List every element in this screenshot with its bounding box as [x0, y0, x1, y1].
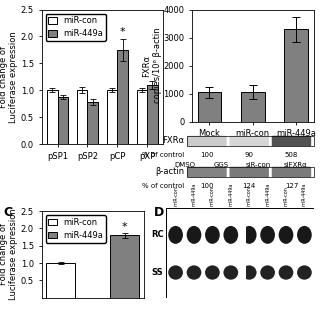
Text: miR-con: miR-con	[284, 186, 289, 206]
FancyBboxPatch shape	[229, 136, 269, 146]
Y-axis label: FXRα
copies/10⁶ β-actin: FXRα copies/10⁶ β-actin	[142, 28, 162, 103]
Text: miR-449a: miR-449a	[302, 183, 307, 206]
Text: β-actin: β-actin	[155, 167, 184, 176]
Ellipse shape	[260, 226, 275, 244]
Ellipse shape	[223, 265, 238, 280]
Text: D: D	[154, 206, 164, 220]
Text: 100: 100	[200, 183, 214, 189]
Bar	[107, 90, 117, 144]
Text: 127: 127	[285, 183, 298, 189]
Ellipse shape	[279, 226, 293, 244]
Text: miR-con: miR-con	[210, 186, 215, 206]
Y-axis label: Fold change of
Luciferase expression: Fold change of Luciferase expression	[0, 31, 18, 123]
Text: miR-449a: miR-449a	[265, 183, 270, 206]
Text: miR-449a: miR-449a	[191, 183, 196, 206]
Ellipse shape	[279, 265, 293, 280]
Text: % of control: % of control	[142, 152, 184, 158]
FancyBboxPatch shape	[187, 167, 227, 177]
Bar	[241, 92, 265, 122]
Bar	[110, 236, 139, 298]
Bar	[147, 85, 158, 144]
Bar	[46, 263, 75, 298]
Ellipse shape	[297, 265, 312, 280]
Text: % of control: % of control	[142, 183, 184, 189]
Text: FXRα: FXRα	[163, 136, 184, 145]
Bar	[137, 90, 147, 144]
FancyBboxPatch shape	[187, 136, 227, 146]
Bar	[77, 90, 87, 144]
Text: *: *	[122, 221, 128, 232]
Text: DMSO: DMSO	[174, 162, 195, 168]
Text: miR-con: miR-con	[247, 186, 252, 206]
Ellipse shape	[223, 226, 238, 244]
Text: SS: SS	[152, 268, 164, 277]
Ellipse shape	[187, 226, 201, 244]
Bar	[117, 50, 128, 144]
Ellipse shape	[205, 226, 220, 244]
Ellipse shape	[260, 265, 275, 280]
Text: siFXRα: siFXRα	[283, 162, 307, 168]
Text: siR-con: siR-con	[246, 162, 271, 168]
Text: GGS: GGS	[214, 162, 229, 168]
FancyBboxPatch shape	[229, 167, 269, 177]
Ellipse shape	[168, 265, 183, 280]
Text: 90: 90	[245, 152, 254, 158]
Text: *: *	[120, 27, 125, 37]
Legend: miR-con, miR-449a: miR-con, miR-449a	[46, 215, 106, 243]
Bar	[197, 92, 221, 122]
FancyBboxPatch shape	[272, 136, 311, 146]
Text: 508: 508	[285, 152, 298, 158]
Ellipse shape	[205, 265, 220, 280]
Text: miR-449a: miR-449a	[228, 183, 233, 206]
Ellipse shape	[297, 226, 312, 244]
Legend: miR-con, miR-449a: miR-con, miR-449a	[46, 14, 106, 41]
Bar	[187, 167, 314, 177]
Bar	[58, 97, 68, 144]
Ellipse shape	[168, 226, 183, 244]
Text: RC: RC	[151, 230, 164, 239]
Text: 100: 100	[200, 152, 214, 158]
Ellipse shape	[242, 226, 257, 244]
Ellipse shape	[187, 265, 201, 280]
Text: miR-con: miR-con	[173, 186, 178, 206]
Text: C: C	[3, 206, 12, 220]
Bar	[47, 90, 58, 144]
Ellipse shape	[242, 265, 257, 280]
Bar	[238, 208, 246, 298]
Bar	[187, 136, 314, 146]
Bar	[284, 29, 308, 122]
Bar	[87, 102, 98, 144]
FancyBboxPatch shape	[272, 167, 311, 177]
Text: 124: 124	[243, 183, 256, 189]
Y-axis label: Fold change of
Luciferase expression: Fold change of Luciferase expression	[0, 209, 18, 300]
